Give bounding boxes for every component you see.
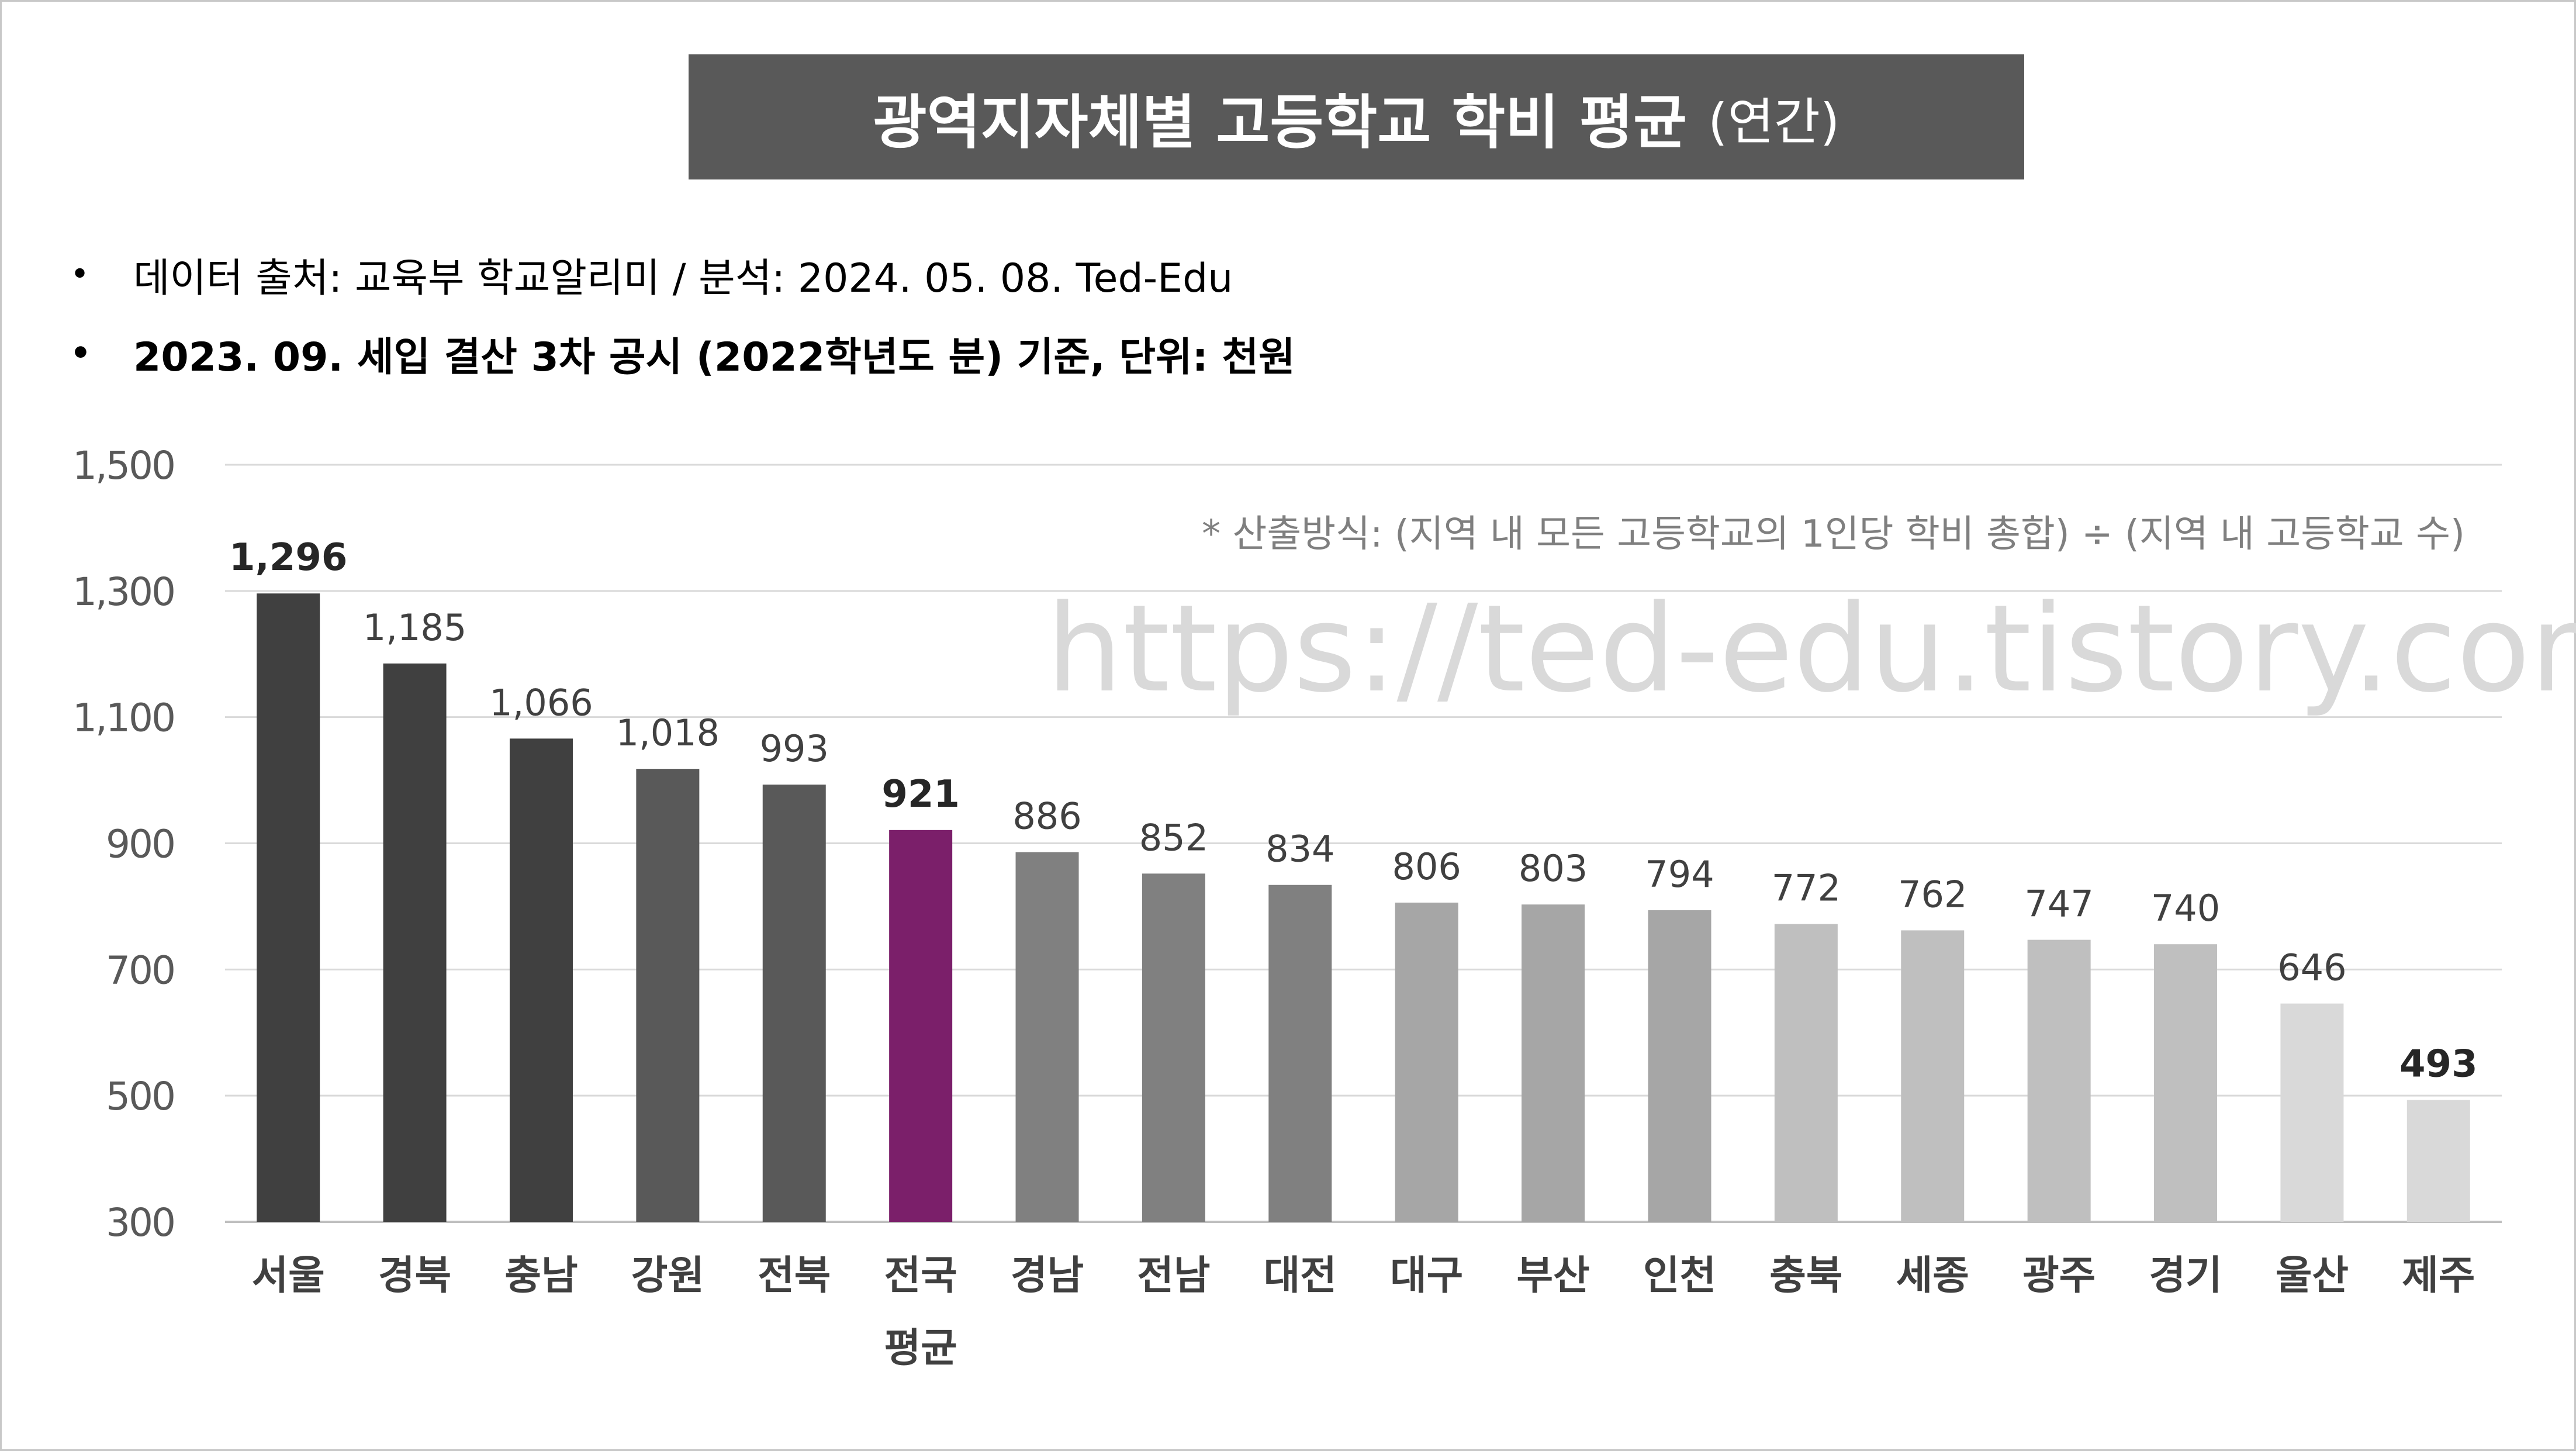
value-label: 806: [1392, 845, 1461, 888]
category-label: 강원: [631, 1253, 704, 1299]
bar: [2280, 1003, 2344, 1222]
bar: [636, 769, 700, 1222]
bar: [509, 738, 573, 1222]
source-text: 데이터 출처: 교육부 학교알리미 / 분석: 2024. 05. 08. Te…: [133, 255, 1233, 302]
y-tick-label: 1,300: [72, 569, 174, 614]
bar: [1015, 852, 1079, 1222]
bar: [2154, 944, 2218, 1222]
value-label: 772: [1772, 867, 1841, 910]
category-label: 충북: [1769, 1253, 1842, 1299]
category-label: 광주: [2022, 1253, 2096, 1299]
category-label: 충남: [504, 1253, 578, 1299]
category-label: 인천: [1643, 1253, 1716, 1299]
category-label: 서울: [252, 1253, 325, 1299]
y-tick-label: 700: [106, 948, 174, 993]
category-label: 전남: [1137, 1253, 1210, 1299]
bar: [383, 663, 447, 1222]
category-label: 평균: [884, 1325, 957, 1371]
watermark-url: https://ted-edu.tistory.com: [1046, 579, 2576, 719]
bar: [2406, 1100, 2470, 1222]
category-label: 울산: [2276, 1253, 2349, 1299]
bar: [1901, 930, 1965, 1222]
value-labels: 1,296 1,185 1,066 1,018 993 921 886 852 834 806 80…: [229, 536, 2478, 1086]
category-label: 경남: [1011, 1253, 1084, 1299]
y-axis-ticks: 300 500 700 900 1,100 1,300 1,500: [72, 443, 176, 1245]
bullet-symbol: •: [70, 334, 91, 372]
value-label: 921: [881, 773, 960, 816]
category-label: 제주: [2402, 1253, 2475, 1299]
value-label: 1,185: [363, 606, 467, 649]
category-label: 세종: [1896, 1253, 1969, 1299]
value-label: 794: [1645, 853, 1714, 896]
category-label: 경북: [378, 1253, 451, 1299]
y-tick-label: 1,100: [72, 696, 174, 741]
value-label: 886: [1012, 795, 1081, 838]
chart-title-suffix: (연간): [1708, 92, 1840, 151]
bar: [1648, 910, 1711, 1222]
value-label: 740: [2151, 887, 2220, 930]
chart-title: 광역지자체별 고등학교 학비 평균: [873, 88, 1688, 157]
bar: [2027, 939, 2091, 1222]
source-bullet: • 데이터 출처: 교육부 학교알리미 / 분석: 2024. 05. 08. …: [70, 246, 1233, 303]
bar: [762, 785, 826, 1222]
value-label: 834: [1265, 828, 1334, 870]
basis-bullet: • 2023. 09. 세입 결산 3차 공시 (2022학년도 분) 기준, …: [70, 324, 1295, 382]
bar: [257, 593, 320, 1222]
value-label: 993: [760, 727, 829, 770]
value-label: 803: [1519, 847, 1588, 890]
y-tick-label: 1,500: [72, 443, 174, 488]
value-label: 1,296: [229, 536, 347, 579]
y-tick-label: 900: [106, 822, 174, 867]
bullet-symbol: •: [70, 255, 90, 293]
basis-text: 2023. 09. 세입 결산 3차 공시 (2022학년도 분) 기준, 단위…: [133, 334, 1295, 381]
category-label: 전북: [758, 1253, 831, 1299]
y-tick-label: 300: [106, 1200, 174, 1245]
value-label: 646: [2277, 946, 2346, 989]
category-label: 전국: [884, 1253, 957, 1299]
bars: [257, 593, 2470, 1222]
value-label: 747: [2024, 883, 2093, 925]
bar: [1522, 904, 1585, 1222]
bar: [1774, 924, 1838, 1222]
value-label: 1,018: [616, 711, 720, 754]
category-label: 경기: [2149, 1253, 2222, 1299]
gridlines: [225, 464, 2502, 1223]
value-label: 1,066: [489, 681, 593, 724]
calculation-note: * 산출방식: (지역 내 모든 고등학교의 1인당 학비 총합) ÷ (지역 …: [1202, 513, 2465, 556]
category-label: 대전: [1264, 1253, 1337, 1299]
bar: [889, 830, 953, 1222]
category-label: 대구: [1390, 1253, 1463, 1299]
value-label: 852: [1139, 816, 1208, 859]
bar: [1142, 873, 1205, 1222]
bar: [1395, 902, 1458, 1222]
category-label: 부산: [1517, 1253, 1590, 1299]
bar: [1268, 885, 1332, 1222]
value-label: 493: [2399, 1043, 2478, 1086]
y-tick-label: 500: [106, 1074, 174, 1119]
title-banner: 광역지자체별 고등학교 학비 평균 (연간): [689, 54, 2024, 179]
value-label: 762: [1898, 873, 1967, 915]
